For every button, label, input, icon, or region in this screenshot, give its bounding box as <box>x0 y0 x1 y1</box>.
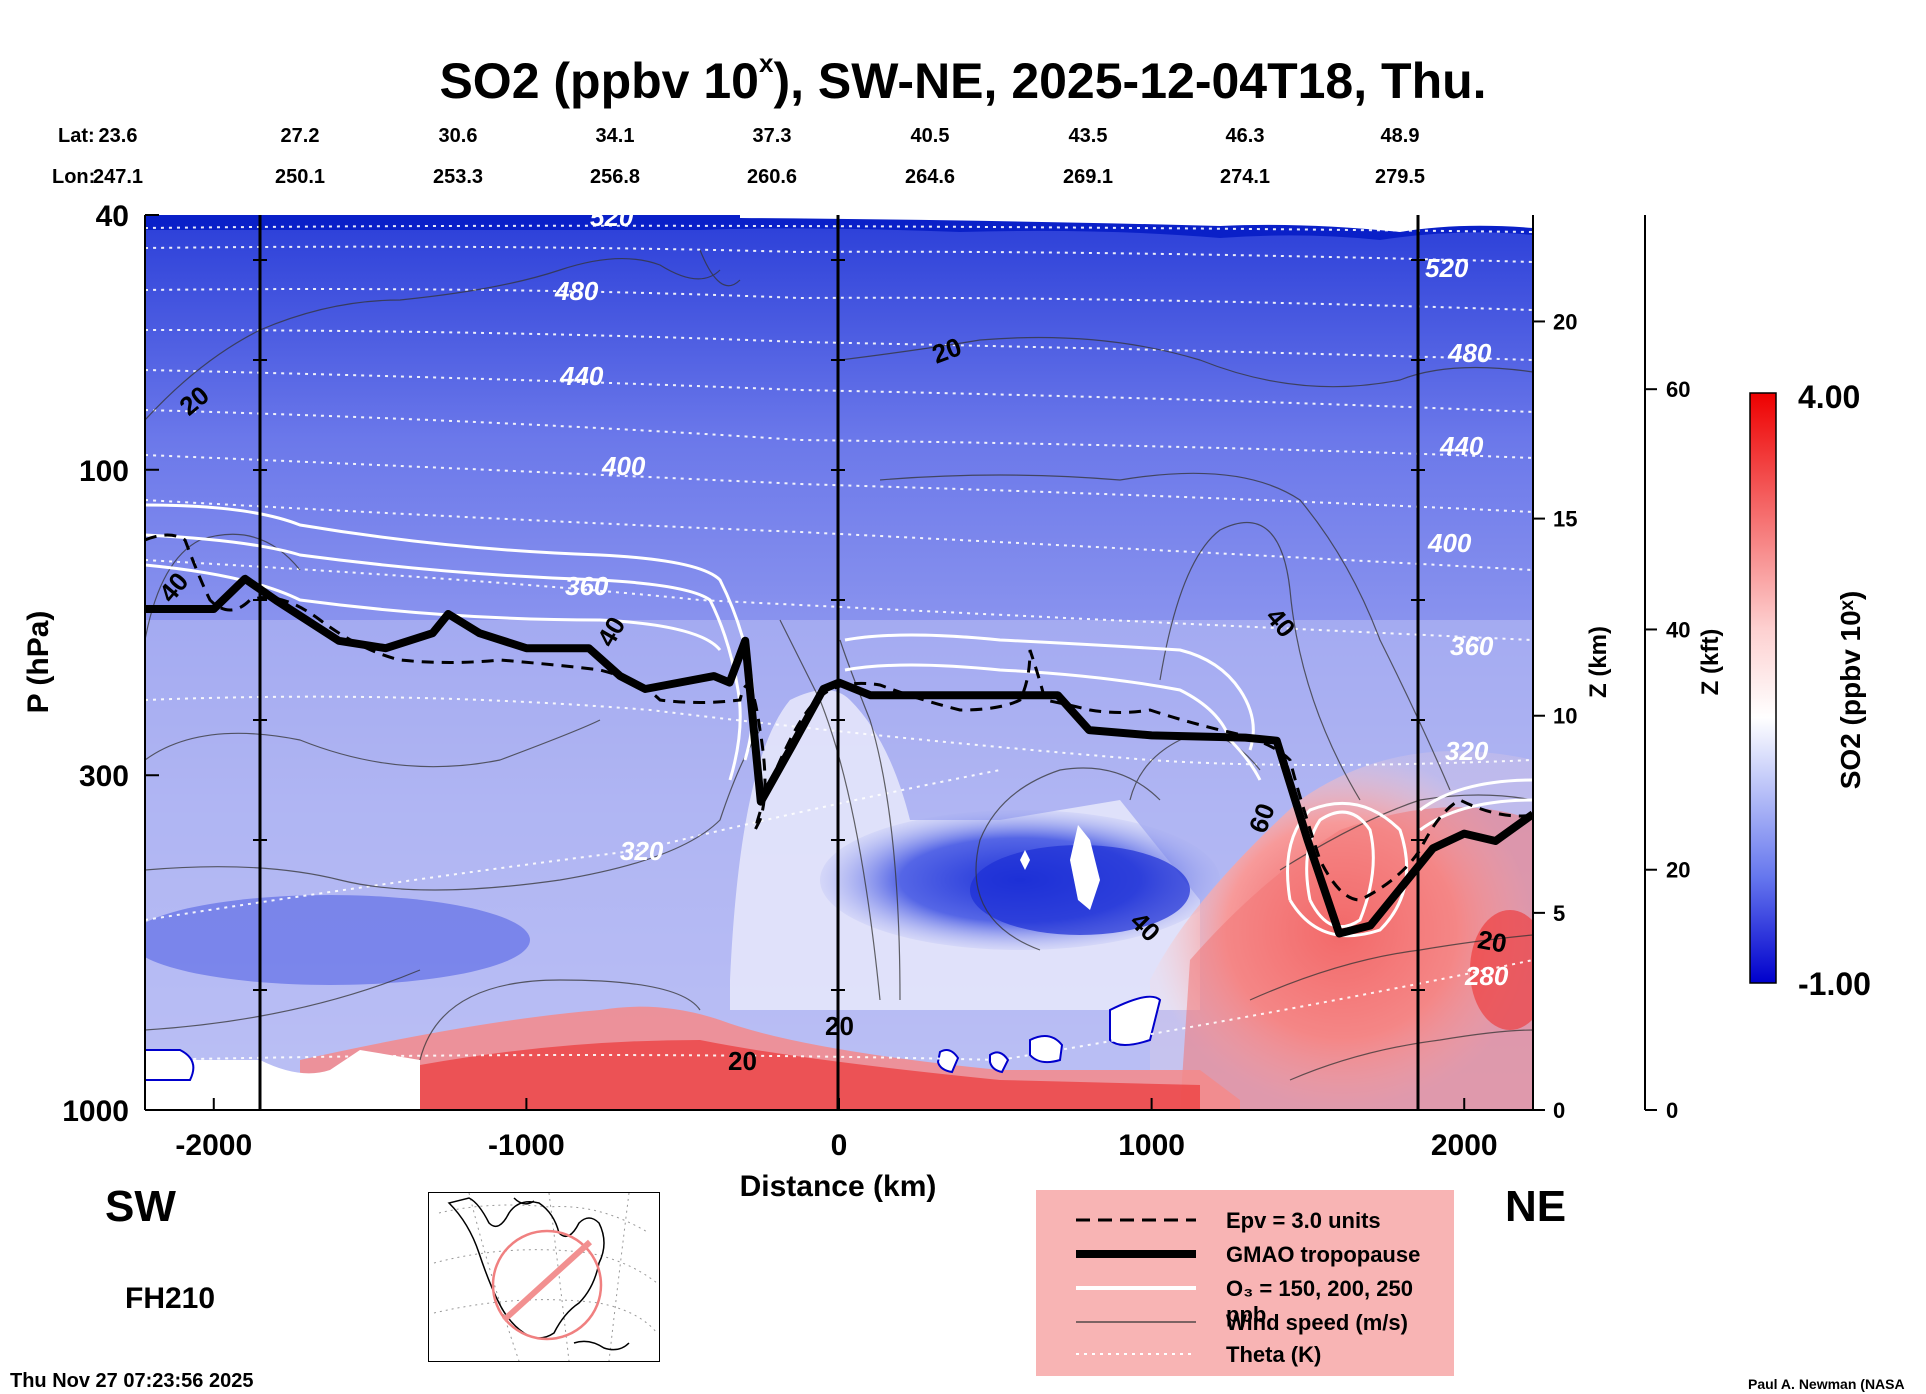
timestamp: Thu Nov 27 07:23:56 2025 <box>10 1370 254 1392</box>
colorbar-max-label: 4.00 <box>1798 379 1860 415</box>
lon-value: 279.5 <box>1374 166 1426 188</box>
legend-item-tropopause: GMAO tropopause <box>1076 1242 1421 1267</box>
theta-contours <box>145 224 1533 1062</box>
theta-label: 520 <box>1425 253 1469 283</box>
ne-label: NE <box>1505 1182 1567 1231</box>
z-km-tick-label: 0 <box>1553 1098 1565 1123</box>
z-km-ticks: 0 5 10 15 20 <box>1533 309 1577 1123</box>
theta-label: 440 <box>1439 431 1484 461</box>
forecast-hour: FH210 <box>125 1282 216 1315</box>
z-km-tick-label: 5 <box>1553 901 1565 926</box>
y-ticks: 40 100 300 1000 <box>62 200 159 1128</box>
theta-labels: 520 480 440 400 360 320 520 480 440 400 … <box>554 202 1509 991</box>
lon-value: 247.1 <box>92 166 144 188</box>
lon-value: 274.1 <box>1219 166 1271 188</box>
y-tick-label: 1000 <box>62 1095 129 1128</box>
x-tick-label: 0 <box>831 1129 848 1162</box>
legend-item-wind: Wind speed (m/s) <box>1076 1310 1408 1335</box>
z-kft-tick-label: 40 <box>1666 617 1690 642</box>
lat-value: 48.9 <box>1380 125 1420 147</box>
z-km-tick-label: 15 <box>1553 507 1577 532</box>
y-tick-label: 100 <box>79 455 129 488</box>
theta-label: 480 <box>554 276 599 306</box>
legend-item-theta: Theta (K) <box>1076 1342 1322 1367</box>
theta-label: 480 <box>1447 338 1492 368</box>
theta-label: 440 <box>559 361 604 391</box>
x-ticks: -2000 -1000 0 1000 2000 <box>175 1098 1498 1162</box>
wind-label: 20 <box>1475 924 1509 959</box>
lon-value: 264.6 <box>904 166 956 188</box>
theta-label: 520 <box>590 202 634 232</box>
legend: Epv = 3.0 units GMAO tropopause O₃ = 150… <box>1036 1190 1454 1376</box>
theta-label: 360 <box>565 571 609 601</box>
z-km-title: Z (km) <box>1585 626 1612 698</box>
inset-map <box>428 1192 660 1362</box>
tropopause-line <box>145 574 1533 938</box>
theta-label: 280 <box>1464 961 1509 991</box>
lat-value: 40.5 <box>910 125 950 147</box>
z-kft-tick-label: 20 <box>1666 858 1690 883</box>
lat-value: 30.6 <box>438 125 478 147</box>
lat-value: 43.5 <box>1068 125 1108 147</box>
theta-label: 320 <box>1445 736 1489 766</box>
chart-title: SO2 (ppbv 10x), SW-NE, 2025-12-04T18, Th… <box>439 48 1487 109</box>
theta-label: 400 <box>1427 528 1472 558</box>
z-kft-tick-label: 60 <box>1666 377 1690 402</box>
wind-label: 20 <box>728 1046 757 1076</box>
theta-label: 360 <box>1450 631 1494 661</box>
legend-item-ozone: O₃ = 150, 200, 250 ppb <box>1076 1276 1413 1327</box>
z-kft-tick-label: 0 <box>1666 1098 1678 1123</box>
theta-label: 400 <box>601 451 646 481</box>
y-tick-label: 40 <box>96 200 129 233</box>
map-graphic <box>433 1192 658 1362</box>
z-km-tick-label: 10 <box>1553 704 1577 729</box>
theta-label: 320 <box>620 836 664 866</box>
y-axis-title: P (hPa) <box>22 611 55 714</box>
lon-value: 256.8 <box>589 166 641 188</box>
colorbar-min-label: -1.00 <box>1798 966 1871 1002</box>
legend-item-epv: Epv = 3.0 units <box>1076 1208 1381 1233</box>
reference-tick-marks <box>253 259 1425 991</box>
lon-label: Lon: <box>52 166 96 188</box>
sw-label: SW <box>105 1182 176 1231</box>
x-axis-title: Distance (km) <box>740 1170 937 1203</box>
lon-value: 260.6 <box>746 166 798 188</box>
reference-verticals <box>258 215 1420 1110</box>
lat-value: 37.3 <box>752 125 792 147</box>
colorbar <box>1749 392 1777 984</box>
z-km-tick-label: 20 <box>1553 309 1577 334</box>
colorbar-title: SO2 (ppbv 10ˣ) <box>1835 591 1866 790</box>
lat-value: 34.1 <box>595 125 635 147</box>
wind-label: 20 <box>825 1011 854 1041</box>
lon-value: 269.1 <box>1062 166 1114 188</box>
x-tick-label: -2000 <box>175 1129 252 1162</box>
x-tick-label: -1000 <box>488 1129 565 1162</box>
x-tick-label: 2000 <box>1431 1129 1498 1162</box>
z-kft-ticks: 0 20 40 60 <box>1645 377 1690 1123</box>
credit: Paul A. Newman (NASA <box>1748 1376 1905 1392</box>
lon-value: 253.3 <box>432 166 484 188</box>
lat-label: Lat: <box>58 125 95 147</box>
lon-value: 250.1 <box>274 166 326 188</box>
lat-value: 46.3 <box>1225 125 1265 147</box>
z-kft-title: Z (kft) <box>1697 629 1724 696</box>
wind-contours <box>145 249 1533 1081</box>
lat-value: 23.6 <box>98 125 138 147</box>
y-tick-label: 300 <box>79 760 129 793</box>
lat-value: 27.2 <box>280 125 320 147</box>
x-tick-label: 1000 <box>1118 1129 1185 1162</box>
so2-field <box>145 215 1533 1110</box>
